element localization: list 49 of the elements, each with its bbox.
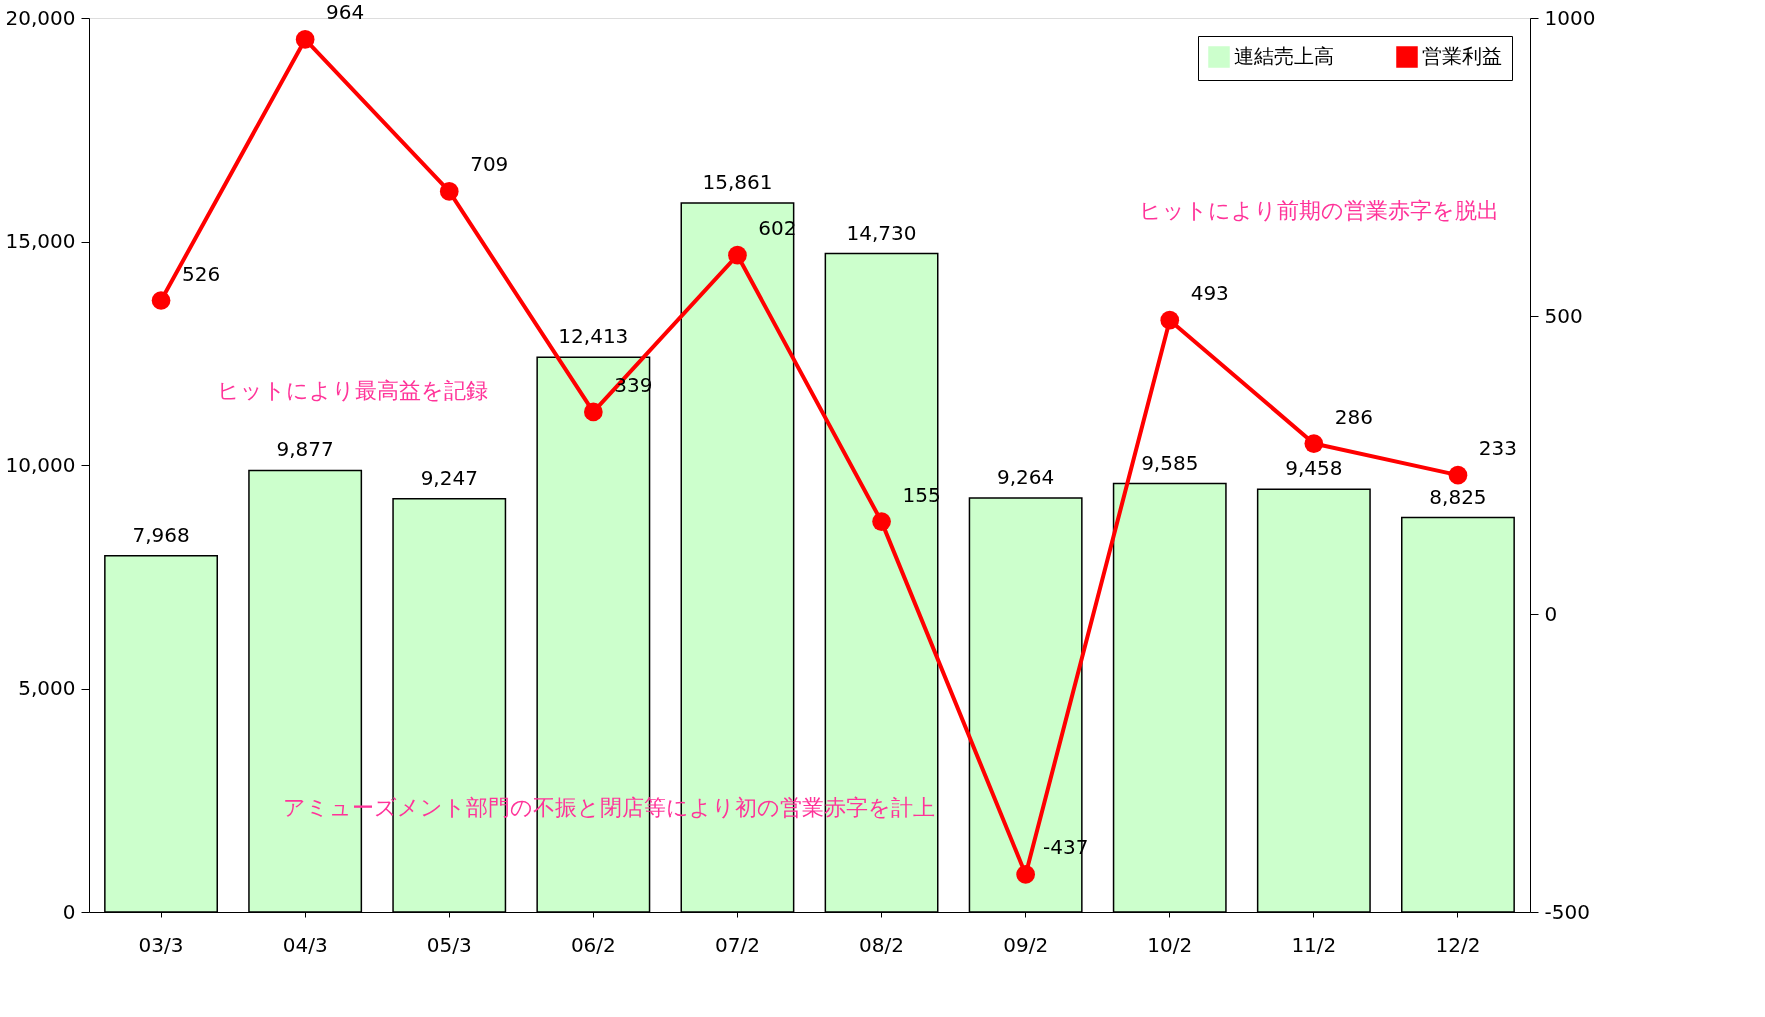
data-label: 709 [470,152,509,177]
data-label: 12,413 [558,324,629,349]
legend-label: 連結売上高 [1234,44,1334,68]
data-label: 15,861 [702,170,773,195]
y-tick-label: 15,000 [5,229,76,253]
point [439,182,459,201]
y2-tick-label: -500 [1544,899,1590,924]
x-tick-label: 11/2 [1291,932,1337,957]
y2-tick-label: 500 [1544,303,1583,328]
y-tick-label: 0 [62,899,76,924]
data-label: 7,968 [132,522,190,547]
y-tick-label: 10,000 [5,452,76,477]
x-tick-label: 03/3 [138,932,184,957]
point [584,402,603,422]
data-label: 9,264 [997,464,1055,489]
x-tick-label: 07/2 [714,932,760,957]
x-tick-label: 09/2 [1003,932,1049,957]
data-label: 14,730 [846,220,917,245]
data-label: 493 [1190,281,1229,306]
data-label: 9,877 [276,437,334,462]
point [1448,465,1468,485]
data-label: 8,825 [1429,484,1487,509]
x-tick-label: 04/3 [282,932,328,957]
data-label: 9,247 [420,465,478,490]
y2-tick-label: 1000 [1544,5,1596,30]
annotation: ヒットにより最高益を記録 [216,378,488,403]
point [295,30,315,49]
x-tick-label: 10/2 [1147,932,1193,957]
x-tick-label: 12/2 [1435,932,1481,957]
point [1304,434,1324,453]
x-tick-label: 05/3 [426,932,472,957]
y2-tick-label: 0 [1544,601,1558,626]
data-label: 233 [1478,436,1518,461]
point [1160,310,1180,330]
data-label: 526 [181,261,221,286]
legend-label: 営業利益 [1422,44,1502,68]
point [728,245,747,265]
data-label: 9,585 [1141,450,1199,475]
y-tick-label: 20,000 [5,5,76,30]
annotation: ヒットにより前期の営業赤字を脱出 [1139,198,1499,223]
point [1016,865,1035,884]
data-label: 286 [1334,404,1373,429]
point [872,512,891,531]
data-label: 9,458 [1285,456,1343,481]
x-tick-label: 06/2 [570,932,616,957]
y-tick-label: 5,000 [18,676,76,700]
point [151,291,171,310]
x-tick-label: 08/2 [859,932,905,957]
data-label: 964 [326,0,365,25]
